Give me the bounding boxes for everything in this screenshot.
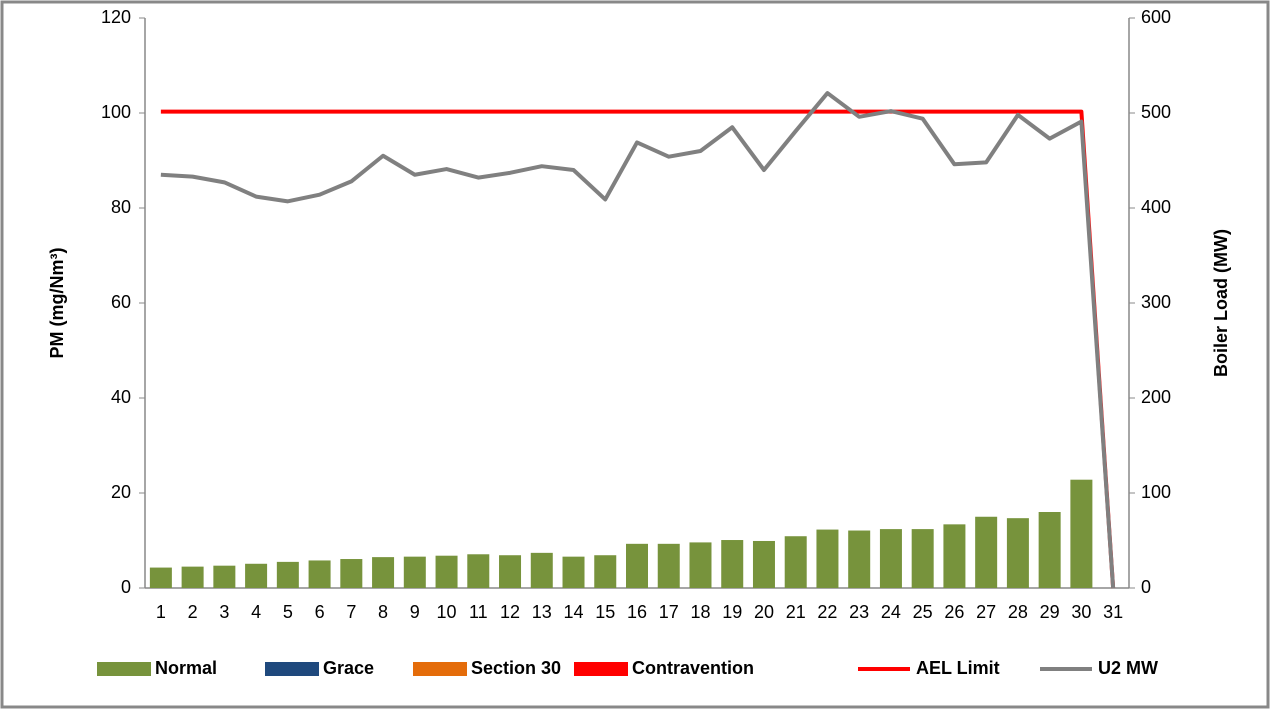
x-tick-label: 17 bbox=[659, 602, 679, 622]
bar bbox=[372, 557, 395, 588]
legend-label: Normal bbox=[155, 658, 217, 678]
x-tick-label: 3 bbox=[219, 602, 229, 622]
bar bbox=[816, 529, 839, 588]
y-tick-label: 100 bbox=[101, 102, 131, 122]
legend-swatch bbox=[265, 662, 319, 676]
legend-label: Contravention bbox=[632, 658, 754, 678]
x-tick-label: 4 bbox=[251, 602, 261, 622]
y2-tick-label: 200 bbox=[1141, 387, 1171, 407]
bar bbox=[276, 561, 299, 588]
bar bbox=[340, 559, 363, 588]
bar bbox=[784, 536, 807, 588]
bar bbox=[530, 552, 553, 588]
x-tick-label: 5 bbox=[283, 602, 293, 622]
x-tick-label: 25 bbox=[913, 602, 933, 622]
x-tick-label: 24 bbox=[881, 602, 901, 622]
x-tick-label: 19 bbox=[722, 602, 742, 622]
y-tick-label: 20 bbox=[111, 482, 131, 502]
legend-swatch bbox=[413, 662, 467, 676]
x-tick-label: 10 bbox=[437, 602, 457, 622]
x-tick-label: 16 bbox=[627, 602, 647, 622]
bar bbox=[1070, 479, 1093, 588]
x-tick-label: 13 bbox=[532, 602, 552, 622]
y2-tick-label: 0 bbox=[1141, 577, 1151, 597]
x-tick-label: 7 bbox=[346, 602, 356, 622]
bar bbox=[562, 556, 585, 588]
bar bbox=[403, 556, 426, 588]
x-tick-label: 30 bbox=[1071, 602, 1091, 622]
bar bbox=[213, 565, 236, 588]
x-tick-label: 31 bbox=[1103, 602, 1123, 622]
bar bbox=[689, 542, 712, 588]
legend-label: AEL Limit bbox=[916, 658, 1000, 678]
bar bbox=[626, 543, 648, 588]
y2-tick-label: 300 bbox=[1141, 292, 1171, 312]
x-tick-label: 21 bbox=[786, 602, 806, 622]
y-tick-label: 0 bbox=[121, 577, 131, 597]
bar bbox=[499, 555, 522, 588]
x-tick-label: 2 bbox=[188, 602, 198, 622]
y-axis-label: PM (mg/Nm³) bbox=[47, 248, 67, 359]
legend-swatch bbox=[97, 662, 151, 676]
y2-tick-label: 400 bbox=[1141, 197, 1171, 217]
y-tick-label: 60 bbox=[111, 292, 131, 312]
bar bbox=[911, 529, 934, 588]
bar bbox=[467, 554, 490, 588]
bar bbox=[1038, 512, 1061, 588]
x-tick-label: 1 bbox=[156, 602, 166, 622]
bar bbox=[594, 555, 617, 588]
y-tick-label: 120 bbox=[101, 7, 131, 27]
bar bbox=[975, 516, 998, 588]
x-tick-label: 22 bbox=[817, 602, 837, 622]
x-tick-label: 14 bbox=[564, 602, 584, 622]
x-tick-label: 26 bbox=[944, 602, 964, 622]
bar bbox=[848, 530, 871, 588]
x-tick-label: 20 bbox=[754, 602, 774, 622]
y2-tick-label: 600 bbox=[1141, 7, 1171, 27]
x-tick-label: 12 bbox=[500, 602, 520, 622]
bar bbox=[879, 529, 902, 588]
bar bbox=[435, 555, 458, 588]
x-tick-label: 6 bbox=[315, 602, 325, 622]
x-tick-label: 29 bbox=[1040, 602, 1060, 622]
line-series bbox=[160, 91, 1116, 589]
bar bbox=[721, 540, 744, 588]
x-tick-label: 23 bbox=[849, 602, 869, 622]
x-tick-label: 8 bbox=[378, 602, 388, 622]
legend-label: Section 30 bbox=[471, 658, 561, 678]
x-tick-label: 9 bbox=[410, 602, 420, 622]
bar bbox=[752, 540, 775, 588]
x-tick-label: 18 bbox=[690, 602, 710, 622]
x-tick-label: 15 bbox=[595, 602, 615, 622]
y-tick-label: 40 bbox=[111, 387, 131, 407]
x-tick-label: 28 bbox=[1008, 602, 1028, 622]
legend-swatch bbox=[574, 662, 628, 676]
line-series bbox=[160, 109, 1116, 589]
bar bbox=[245, 563, 268, 588]
legend-label: Grace bbox=[323, 658, 374, 678]
bar bbox=[181, 566, 204, 588]
bar bbox=[308, 560, 331, 588]
bar bbox=[1006, 518, 1029, 588]
x-tick-label: 27 bbox=[976, 602, 996, 622]
y2-tick-label: 100 bbox=[1141, 482, 1171, 502]
bar bbox=[657, 543, 680, 588]
x-tick-label: 11 bbox=[469, 602, 488, 622]
y-tick-label: 80 bbox=[111, 197, 131, 217]
bar bbox=[149, 567, 172, 588]
y2-tick-label: 500 bbox=[1141, 102, 1171, 122]
y2-axis-label: Boiler Load (MW) bbox=[1211, 229, 1231, 377]
bar bbox=[943, 524, 966, 588]
legend-label: U2 MW bbox=[1098, 658, 1158, 678]
